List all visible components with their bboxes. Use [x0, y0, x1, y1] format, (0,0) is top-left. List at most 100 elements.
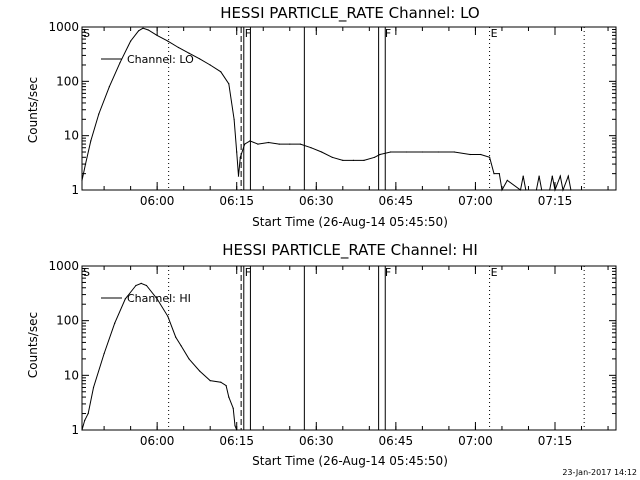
x-tick-label: 07:00	[458, 434, 493, 448]
y-tick-label: 100	[56, 74, 79, 88]
data-point	[405, 151, 408, 153]
data-point	[437, 151, 439, 153]
data-point	[225, 385, 227, 387]
data-point	[98, 113, 100, 115]
data-point	[236, 429, 238, 431]
data-point	[469, 153, 471, 156]
data-point	[299, 143, 301, 145]
data-point	[84, 163, 87, 165]
series-line	[81, 27, 572, 192]
x-axis-label: Start Time (26-Aug-14 05:45:50)	[252, 215, 448, 229]
data-point	[114, 322, 116, 324]
data-point	[124, 298, 126, 300]
x-tick-label: 06:30	[299, 434, 334, 448]
data-point	[156, 34, 158, 37]
data-point	[92, 386, 95, 389]
data-point	[519, 189, 522, 191]
flag-label: E	[491, 27, 498, 40]
y-tick-label: 1000	[48, 20, 79, 34]
data-point	[363, 159, 365, 161]
data-point	[559, 175, 561, 177]
data-point	[352, 159, 354, 161]
flag-label: S	[83, 266, 90, 279]
data-point	[480, 153, 482, 156]
y-tick-label: 10	[64, 129, 79, 143]
data-point	[498, 173, 500, 175]
data-point	[220, 381, 222, 383]
data-point	[321, 151, 323, 153]
data-point	[209, 64, 211, 66]
data-point	[390, 151, 392, 153]
data-point	[175, 336, 177, 338]
data-point	[522, 175, 524, 177]
y-tick-label: 1	[71, 183, 79, 197]
data-point	[310, 147, 312, 149]
data-point	[570, 189, 572, 191]
data-point	[188, 52, 190, 54]
x-tick-label: 06:15	[219, 434, 254, 448]
x-tick-label: 06:45	[379, 434, 414, 448]
data-point	[342, 159, 344, 161]
data-point	[257, 143, 259, 145]
data-point	[244, 143, 246, 145]
data-point	[228, 396, 230, 398]
legend-label: Channel: LO	[127, 53, 194, 66]
data-point	[145, 284, 148, 287]
data-point	[220, 71, 222, 73]
data-point	[81, 179, 83, 181]
data-point	[228, 83, 230, 85]
flag-label: F	[385, 27, 391, 40]
data-point	[379, 153, 381, 156]
data-point	[453, 151, 455, 153]
footer-timestamp: 23-Jan-2017 14:12	[562, 468, 637, 477]
x-tick-label: 07:15	[538, 434, 573, 448]
data-point	[167, 40, 169, 42]
flag-label: S	[83, 27, 90, 40]
data-point	[489, 156, 491, 158]
data-point	[138, 30, 140, 32]
flag-label: F	[245, 27, 251, 40]
flag-label: E	[491, 266, 498, 279]
data-point	[156, 298, 158, 300]
data-point	[237, 175, 240, 177]
data-point	[147, 29, 149, 31]
data-point	[278, 143, 280, 145]
chart-panel-lo: HESSI PARTICLE_RATE Channel: LO Counts/s…	[26, 4, 617, 229]
legend-label: Channel: HI	[127, 292, 191, 305]
data-point	[421, 151, 423, 153]
data-point	[199, 58, 201, 60]
y-axis-label: Counts/sec	[26, 77, 40, 143]
data-point	[239, 156, 241, 158]
data-point	[188, 358, 190, 360]
data-point	[140, 282, 142, 284]
data-point	[236, 151, 238, 153]
chart-title: HESSI PARTICLE_RATE Channel: HI	[222, 241, 478, 260]
y-tick-label: 1	[71, 423, 79, 437]
data-point	[135, 284, 137, 287]
data-point	[289, 143, 291, 145]
y-tick-label: 10	[64, 368, 79, 382]
plot-frame	[81, 26, 617, 191]
x-tick-label: 06:30	[299, 194, 334, 208]
data-point	[87, 412, 89, 415]
series-line	[81, 282, 238, 431]
data-point	[167, 315, 169, 317]
data-point	[180, 345, 182, 347]
data-point	[233, 118, 235, 120]
data-point	[108, 86, 110, 88]
data-point	[541, 189, 543, 191]
data-point	[249, 140, 251, 142]
data-point	[331, 156, 333, 158]
y-tick-label: 1000	[48, 259, 79, 273]
flag-label: F	[245, 266, 251, 279]
x-tick-label: 06:45	[379, 194, 414, 208]
data-point	[232, 407, 234, 409]
data-point	[90, 140, 92, 142]
x-tick-label: 07:00	[458, 194, 493, 208]
y-axis-label: Counts/sec	[26, 312, 40, 378]
data-point	[525, 189, 527, 191]
data-point	[130, 40, 132, 42]
x-axis-label: Start Time (26-Aug-14 05:45:50)	[252, 454, 448, 468]
y-tick-label: 100	[56, 314, 79, 328]
x-tick-label: 06:00	[140, 434, 175, 448]
